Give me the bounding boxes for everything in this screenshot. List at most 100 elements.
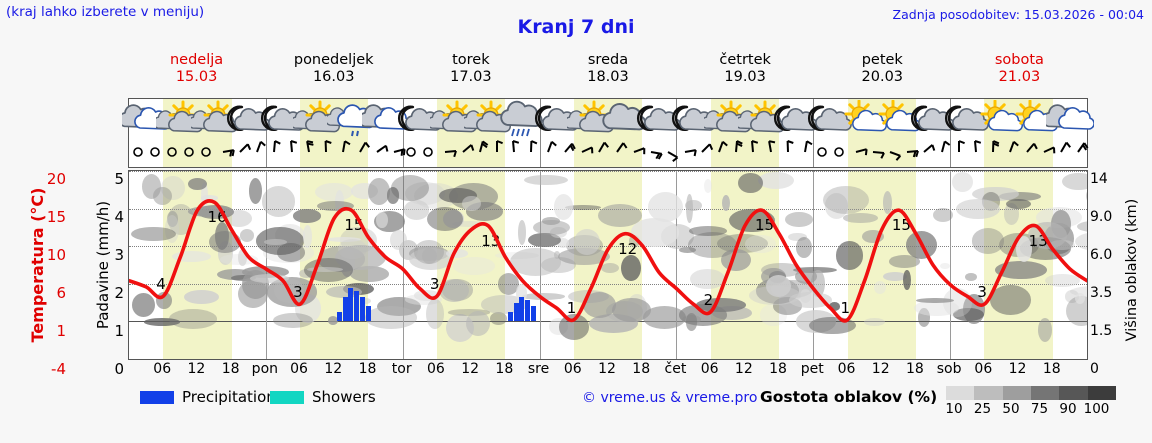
cloud-density-blob bbox=[597, 204, 643, 227]
wind-barb bbox=[741, 140, 765, 168]
wind-barb bbox=[656, 140, 680, 168]
day-header-1: ponedeljek 16.03 bbox=[265, 52, 402, 96]
day-date: 16.03 bbox=[312, 69, 355, 85]
temperature-value-label: 2 bbox=[703, 291, 714, 309]
wind-barb bbox=[1066, 140, 1090, 168]
precipitation-bar bbox=[348, 288, 354, 322]
cloud-density-blob bbox=[516, 283, 527, 303]
cloud-density-blob bbox=[903, 269, 912, 291]
cloud-density-blob bbox=[951, 171, 974, 193]
temperature-value-label: 15 bbox=[891, 216, 911, 235]
cloud-density-blob bbox=[187, 177, 208, 191]
precipitation-legend-label: Precipitation bbox=[182, 388, 276, 406]
cloud-density-blob bbox=[1037, 317, 1052, 343]
cloud-density-blob bbox=[549, 227, 567, 239]
cloud-density-blob bbox=[843, 213, 878, 223]
cloud-density-blob bbox=[642, 306, 686, 329]
day-separator bbox=[265, 140, 267, 167]
wind-barb bbox=[793, 140, 817, 168]
cloud-density-blob bbox=[168, 309, 217, 329]
x-tick-label: 12 bbox=[871, 361, 890, 377]
day-separator bbox=[950, 171, 952, 359]
cloud-density-blob bbox=[688, 225, 727, 236]
temperature-line bbox=[129, 199, 1087, 323]
cloud-density-blob bbox=[678, 303, 728, 326]
copyright-text[interactable]: © vreme.us & vreme.pro bbox=[582, 390, 758, 406]
legend-showers: Showers bbox=[270, 388, 376, 406]
cloud-density-blob bbox=[888, 255, 920, 268]
cloud-density-blob bbox=[1049, 240, 1075, 251]
cloud-density-blob bbox=[995, 260, 1047, 279]
cloud-density-blob bbox=[518, 220, 527, 245]
wind-barb bbox=[211, 140, 235, 168]
weather-icon-sun-cloud bbox=[977, 99, 1025, 140]
weather-icon-moon-cloud bbox=[806, 100, 854, 140]
cloud-density-blob bbox=[184, 290, 220, 305]
wind-barb-strip bbox=[126, 140, 1090, 168]
day-date: 19.03 bbox=[724, 69, 766, 85]
cloud-density-blob bbox=[874, 281, 887, 295]
day-name: petek bbox=[861, 52, 903, 68]
cloud-density-blob bbox=[327, 315, 339, 326]
cloud-density-blob bbox=[745, 234, 776, 254]
wind-barb bbox=[536, 140, 560, 168]
cloud-density-blob bbox=[721, 194, 730, 212]
cloud-height-axis-ticks: 14 9.0 6.0 3.5 1.5 0 bbox=[1090, 164, 1124, 377]
cloud-density-blob bbox=[261, 186, 295, 217]
wind-barb bbox=[502, 140, 526, 168]
cloud-density-blob bbox=[737, 172, 763, 194]
wind-barb bbox=[451, 140, 475, 168]
cloud-density-blob bbox=[302, 224, 312, 248]
cloud-density-blob bbox=[784, 211, 813, 228]
cloud-density-blob bbox=[201, 195, 218, 201]
cloud-density-blob bbox=[553, 250, 561, 259]
day-date: 21.03 bbox=[998, 69, 1041, 85]
cloud-density-blob bbox=[413, 240, 445, 265]
cloud-height-axis-title: Višina oblakov (km) bbox=[1122, 170, 1148, 370]
x-axis-tick-labels: 06 12 18 pon 06 12 18 tor 06 12 18 sre 06 12 18 čet 06 12… bbox=[128, 361, 1088, 381]
cloud-density-blob bbox=[490, 311, 508, 325]
cloud-density-blob bbox=[453, 257, 495, 275]
wind-barb bbox=[365, 140, 389, 168]
precipitation-tick: 3 bbox=[114, 246, 124, 264]
wind-barb bbox=[553, 140, 577, 168]
cloud-density-blob bbox=[620, 254, 642, 282]
showers-color-swatch bbox=[270, 390, 304, 404]
page-title: Kranj 7 dni bbox=[517, 16, 635, 38]
cloud-density-blob bbox=[427, 206, 464, 232]
temperature-value-label: 3 bbox=[429, 275, 440, 294]
wind-barb bbox=[844, 140, 868, 168]
day-separator bbox=[676, 140, 678, 167]
wind-calm-symbol bbox=[126, 140, 150, 168]
precipitation-tick: 2 bbox=[114, 284, 124, 302]
day-name: ponedeljek bbox=[293, 52, 374, 68]
precipitation-bar bbox=[365, 306, 371, 322]
wind-barb bbox=[690, 140, 714, 168]
day-header-3: sreda 18.03 bbox=[539, 52, 676, 96]
wind-barb bbox=[433, 140, 458, 168]
cloud-height-tick: 3.5 bbox=[1090, 285, 1113, 301]
day-date: 18.03 bbox=[587, 69, 629, 85]
last-update-text: Zadnja posodobitev: 15.03.2026 - 00:04 bbox=[892, 7, 1144, 22]
wind-barb bbox=[639, 140, 663, 168]
day-date: 15.03 bbox=[175, 69, 218, 85]
precipitation-bar bbox=[513, 303, 519, 322]
weather-icon-moon-cloud bbox=[225, 100, 273, 140]
cloud-height-tick: 1.5 bbox=[1090, 323, 1113, 339]
weather-icon-cloud-rain-snow bbox=[498, 100, 546, 140]
cloud-density-blob bbox=[1062, 172, 1087, 190]
cloud-density-blob bbox=[953, 308, 984, 322]
temperature-tick: 20 bbox=[46, 170, 66, 188]
cloud-density-blob bbox=[376, 211, 388, 229]
cloud-density-blob bbox=[998, 192, 1042, 202]
day-name: sobota bbox=[994, 52, 1044, 68]
day-separator bbox=[402, 171, 404, 359]
cloud-density-swatch-10 bbox=[946, 386, 975, 400]
day-separator bbox=[813, 171, 815, 359]
wind-barb bbox=[331, 140, 355, 168]
cloud-height-tick: 9.0 bbox=[1090, 209, 1113, 225]
weather-icon-sun-cloud bbox=[841, 99, 889, 140]
precipitation-axis-ticks: 5 4 3 2 1 0 bbox=[100, 164, 124, 378]
cloud-height-tick: 14 bbox=[1090, 171, 1108, 187]
cloud-density-blob bbox=[557, 248, 610, 266]
